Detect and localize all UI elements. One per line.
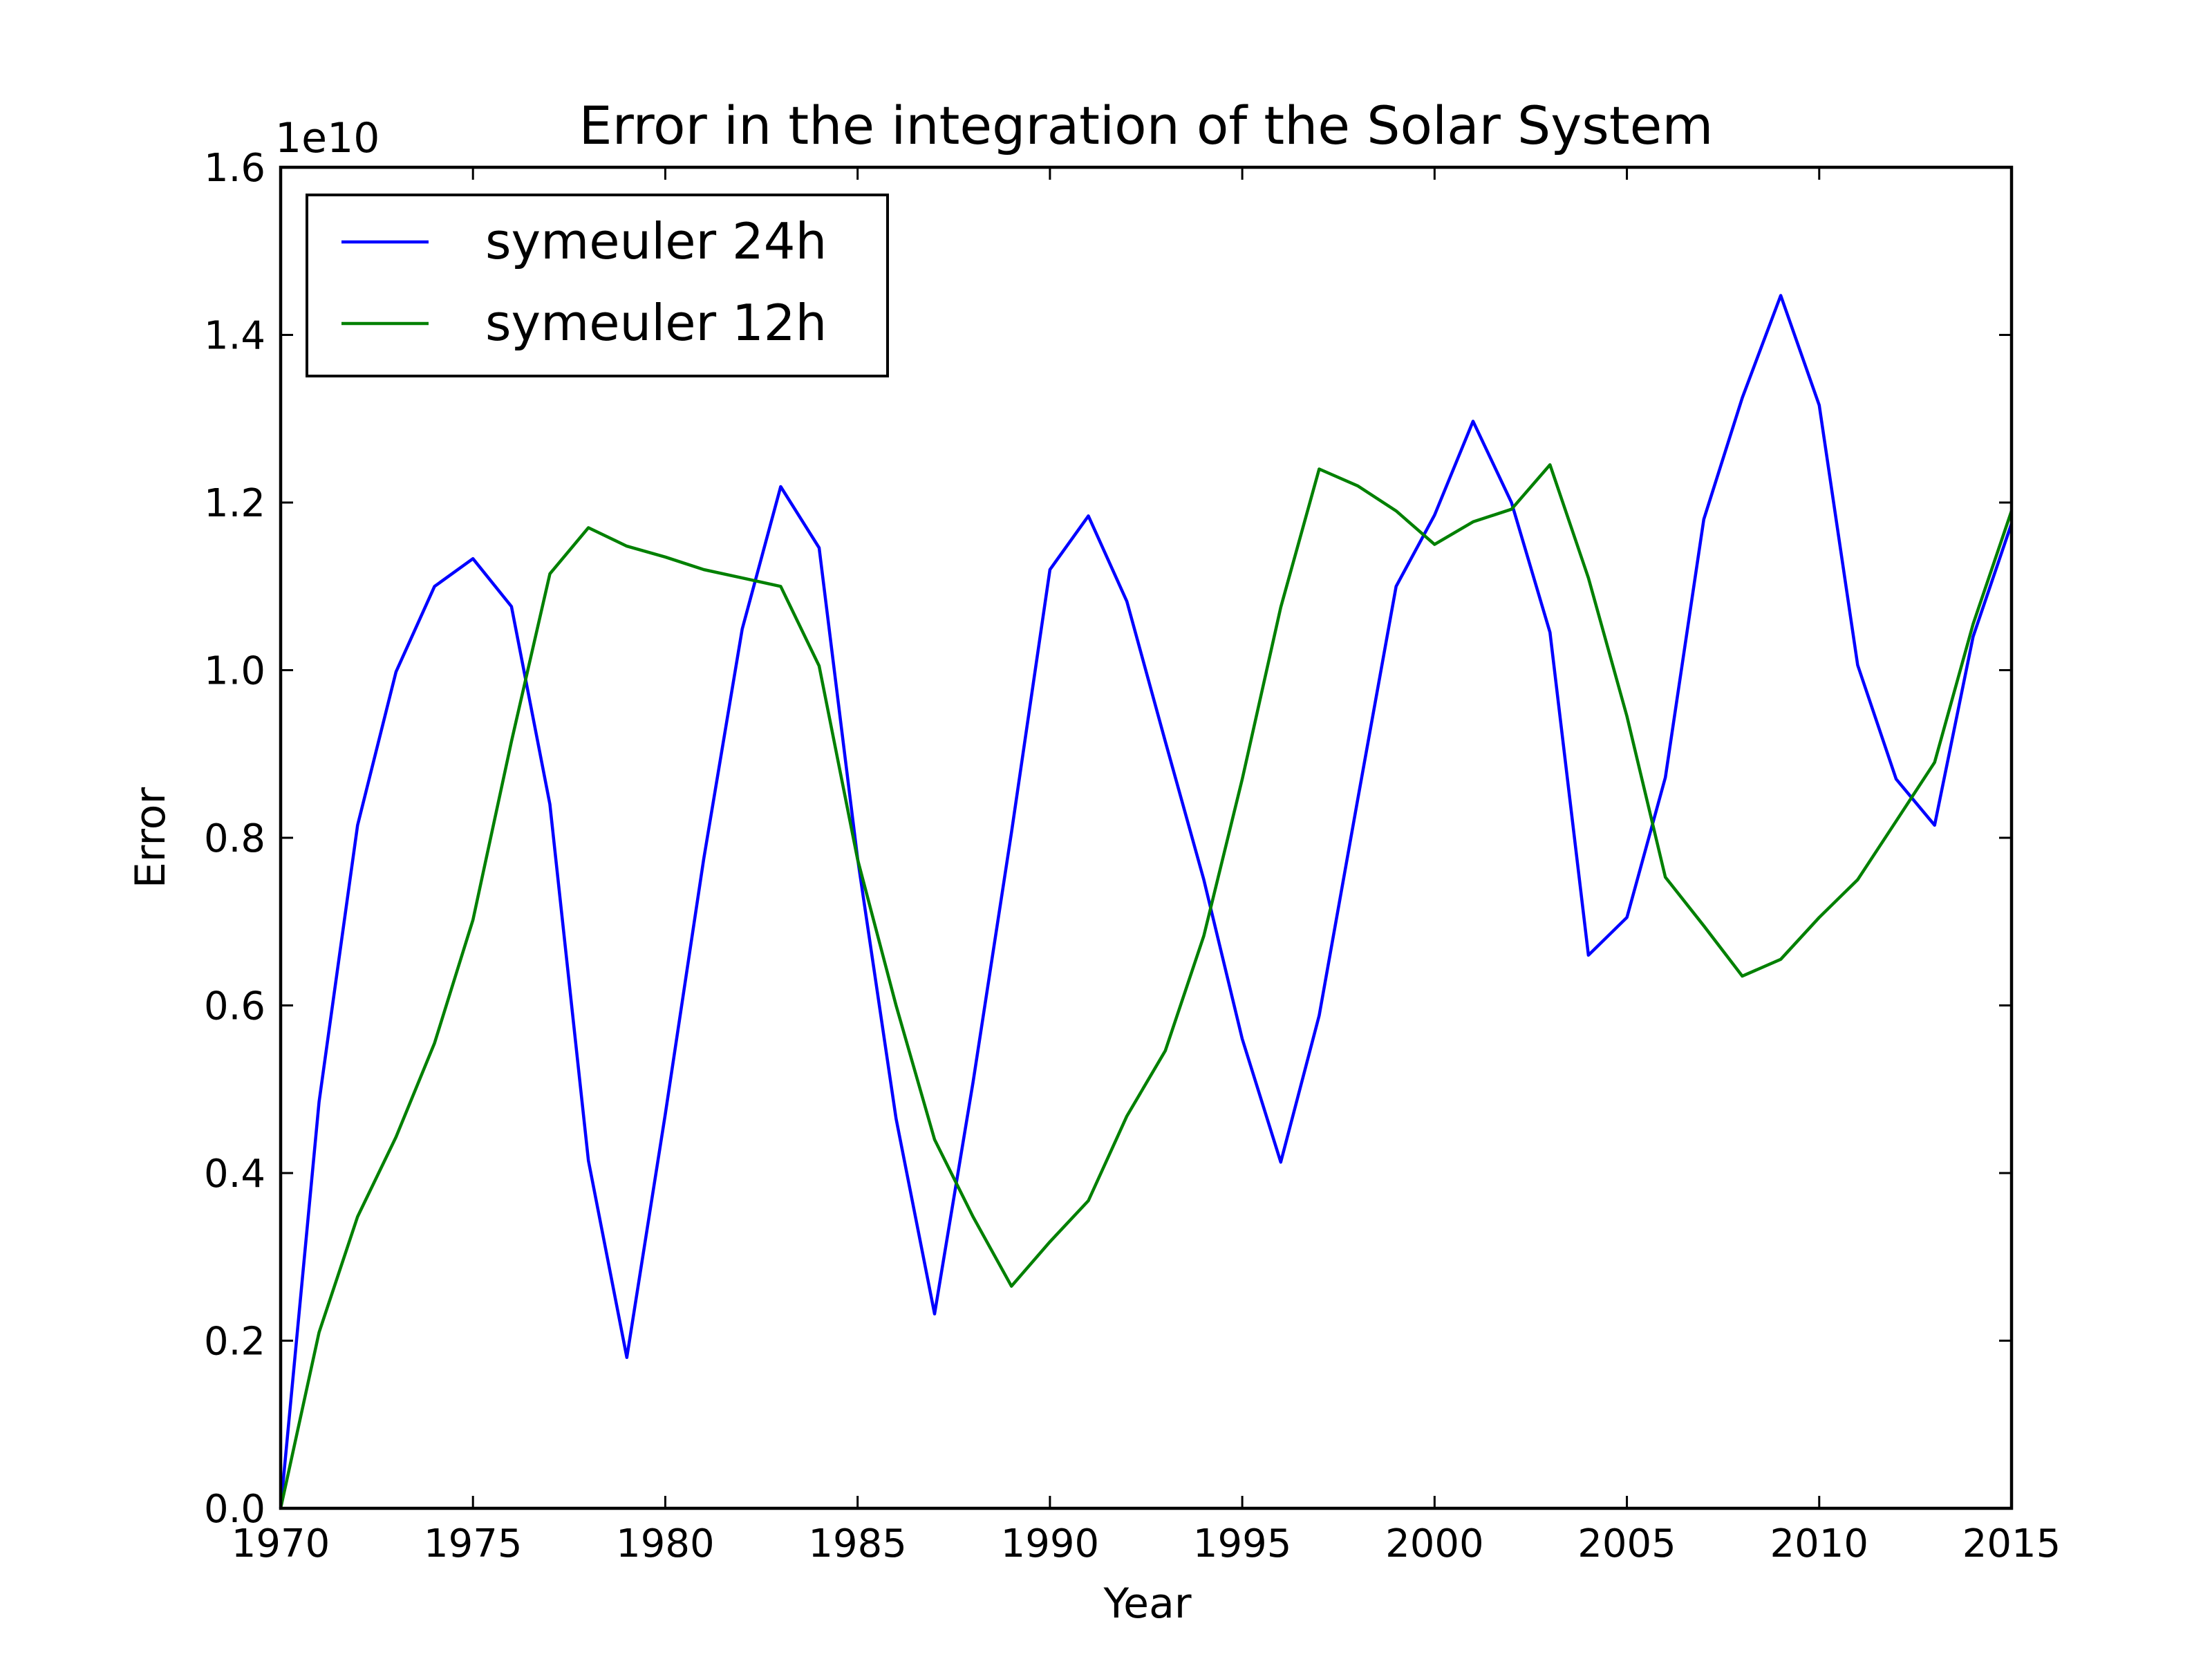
y-tick-label: 0.4 <box>204 1152 265 1197</box>
x-tick-label: 1995 <box>1193 1521 1292 1566</box>
y-axis-offset-label: 1e10 <box>275 114 379 162</box>
y-axis-label: Error <box>126 787 175 889</box>
y-tick-label: 0.0 <box>204 1487 265 1532</box>
y-tick-label: 0.8 <box>204 816 265 861</box>
x-tick-label: 2000 <box>1385 1521 1484 1566</box>
legend-box <box>306 194 889 377</box>
plot-frame <box>279 165 2014 1510</box>
x-tick-label: 1975 <box>424 1521 523 1566</box>
y-tick-label: 1.0 <box>204 649 265 694</box>
x-tick-label: 1970 <box>232 1521 330 1566</box>
y-tick-label: 1.2 <box>204 481 265 526</box>
y-tick-label: 1.6 <box>204 146 265 191</box>
tick-layer: 1970 1975 1980 1985 1990 1995 2000 2005 2010 2015… <box>204 146 2061 1566</box>
y-tick-label: 1.4 <box>204 314 265 359</box>
legend-label-symeuler-24h: symeuler 24h <box>485 212 827 270</box>
series-line-symeuler-24h <box>279 294 2014 1509</box>
plot-area: 1970 1975 1980 1985 1990 1995 2000 2005 2010 2015… <box>204 146 2061 1566</box>
legend-label-symeuler-12h: symeuler 12h <box>485 294 827 352</box>
chart-title: Error in the integration of the Solar Sy… <box>579 95 1714 156</box>
series-line-symeuler-12h <box>279 463 2014 1509</box>
x-tick-label: 1985 <box>808 1521 907 1566</box>
x-tick-label: 2010 <box>1770 1521 1869 1566</box>
x-axis-label: Year <box>1103 1580 1191 1628</box>
x-tick-label: 2015 <box>1962 1521 2061 1566</box>
y-tick-label: 0.2 <box>204 1320 265 1365</box>
x-tick-label: 2005 <box>1577 1521 1676 1566</box>
x-tick-label: 1990 <box>1001 1521 1100 1566</box>
x-tick-label: 1980 <box>616 1521 715 1566</box>
series-layer <box>279 294 2014 1509</box>
legend: symeuler 24h symeuler 12h <box>306 194 889 377</box>
y-tick-label: 0.6 <box>204 984 265 1029</box>
